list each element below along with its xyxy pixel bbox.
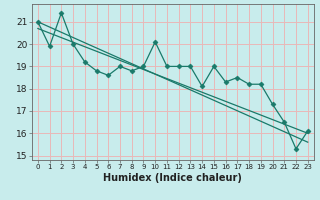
X-axis label: Humidex (Indice chaleur): Humidex (Indice chaleur)	[103, 173, 242, 183]
